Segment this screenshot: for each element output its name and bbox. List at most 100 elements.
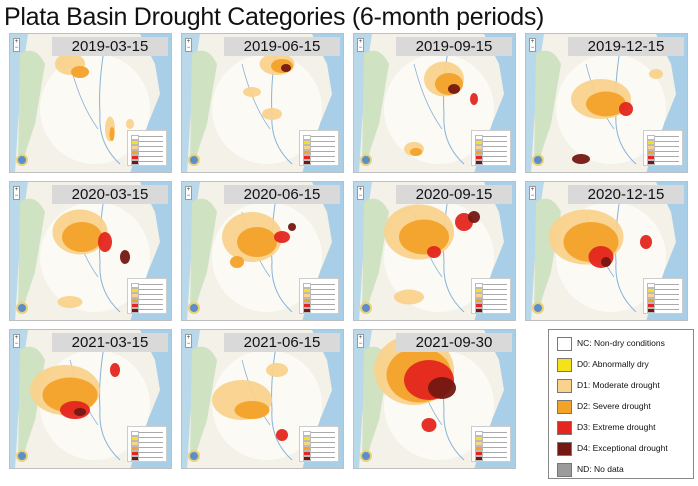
legend-swatch-nd <box>557 463 572 477</box>
zoom-out-icon[interactable]: − <box>186 341 191 347</box>
zoom-in-icon[interactable]: + <box>14 187 19 193</box>
zoom-out-icon[interactable]: − <box>14 193 19 199</box>
mini-legend-line <box>655 141 679 142</box>
map-panel: 2019-12-15 + − <box>525 33 688 173</box>
mini-legend-line <box>655 299 679 300</box>
mini-legend-swatch <box>303 288 311 293</box>
mini-legend-swatch <box>131 456 139 461</box>
mini-legend-swatch <box>475 298 483 303</box>
mini-legend-swatch <box>303 298 311 303</box>
zoom-in-icon[interactable]: + <box>14 39 19 45</box>
mini-legend-line <box>483 294 507 295</box>
mini-legend-swatch <box>303 293 311 298</box>
zoom-out-icon[interactable]: − <box>14 45 19 51</box>
mini-legend-swatch <box>647 150 655 155</box>
mini-legend-line <box>311 442 335 443</box>
mini-legend-swatch <box>303 308 311 313</box>
zoom-out-icon[interactable]: − <box>14 341 19 347</box>
mini-legend-swatch <box>303 456 311 461</box>
mini-legend <box>643 130 683 166</box>
zoom-in-icon[interactable]: + <box>358 187 363 193</box>
zoom-out-icon[interactable]: − <box>358 193 363 199</box>
zoom-control[interactable]: + − <box>185 334 192 348</box>
legend-item-d0: D0: Abnormally dry <box>557 358 693 372</box>
zoom-control[interactable]: + − <box>357 186 364 200</box>
mini-legend-line <box>311 284 335 285</box>
zoom-control[interactable]: + − <box>13 334 20 348</box>
mini-legend <box>127 278 167 314</box>
zoom-out-icon[interactable]: − <box>186 193 191 199</box>
legend-swatch-d1 <box>557 379 572 393</box>
mini-legend-swatch <box>475 140 483 145</box>
mini-legend-line <box>483 151 507 152</box>
mini-legend-swatch <box>475 283 483 288</box>
panel-date-label: 2019-03-15 <box>52 37 168 56</box>
basin-map <box>182 330 343 468</box>
zoom-out-icon[interactable]: − <box>358 45 363 51</box>
basin-map <box>354 34 515 172</box>
legend-swatch-nc <box>557 337 572 351</box>
mini-legend-line <box>483 161 507 162</box>
mini-legend-swatch <box>303 135 311 140</box>
mini-legend-swatch <box>647 160 655 165</box>
zoom-in-icon[interactable]: + <box>186 187 191 193</box>
panel-date-label: 2021-06-15 <box>224 333 340 352</box>
mini-legend-line <box>139 309 163 310</box>
logo-icon <box>532 154 544 166</box>
legend-item-nc: NC: Non-dry conditions <box>557 337 693 351</box>
zoom-in-icon[interactable]: + <box>358 39 363 45</box>
panel-date-label: 2019-09-15 <box>396 37 512 56</box>
mini-legend-swatch <box>475 155 483 160</box>
zoom-out-icon[interactable]: − <box>358 341 363 347</box>
mini-legend <box>471 278 511 314</box>
mini-legend-line <box>311 151 335 152</box>
logo-icon <box>16 302 28 314</box>
zoom-control[interactable]: + − <box>357 334 364 348</box>
mini-legend-line <box>311 452 335 453</box>
zoom-control[interactable]: + − <box>185 38 192 52</box>
mini-legend <box>471 426 511 462</box>
mini-legend-swatch <box>131 436 139 441</box>
mini-legend-line <box>311 161 335 162</box>
zoom-in-icon[interactable]: + <box>186 335 191 341</box>
mini-legend-line <box>311 136 335 137</box>
mini-legend-line <box>483 437 507 438</box>
mini-legend-swatch <box>303 283 311 288</box>
mini-legend-swatch <box>647 308 655 313</box>
mini-legend-line <box>139 161 163 162</box>
map-panel: 2019-09-15 + − <box>353 33 516 173</box>
zoom-in-icon[interactable]: + <box>530 39 535 45</box>
mini-legend-swatch <box>647 293 655 298</box>
zoom-control[interactable]: + − <box>529 38 536 52</box>
basin-map <box>182 182 343 320</box>
map-panel: 2021-09-30 + − <box>353 329 516 469</box>
zoom-control[interactable]: + − <box>529 186 536 200</box>
mini-legend-line <box>311 432 335 433</box>
mini-legend-swatch <box>131 298 139 303</box>
zoom-control[interactable]: + − <box>185 186 192 200</box>
zoom-in-icon[interactable]: + <box>358 335 363 341</box>
mini-legend <box>127 130 167 166</box>
mini-legend-swatch <box>131 303 139 308</box>
mini-legend-swatch <box>475 451 483 456</box>
zoom-out-icon[interactable]: − <box>530 193 535 199</box>
mini-legend-line <box>139 447 163 448</box>
zoom-control[interactable]: + − <box>357 38 364 52</box>
panel-date-label: 2020-09-15 <box>396 185 512 204</box>
zoom-control[interactable]: + − <box>13 186 20 200</box>
zoom-in-icon[interactable]: + <box>14 335 19 341</box>
zoom-in-icon[interactable]: + <box>186 39 191 45</box>
logo-icon <box>16 154 28 166</box>
zoom-out-icon[interactable]: − <box>186 45 191 51</box>
mini-legend-line <box>311 156 335 157</box>
mini-legend-line <box>311 437 335 438</box>
mini-legend-line <box>483 284 507 285</box>
zoom-out-icon[interactable]: − <box>530 45 535 51</box>
mini-legend-line <box>655 146 679 147</box>
zoom-in-icon[interactable]: + <box>530 187 535 193</box>
zoom-control[interactable]: + − <box>13 38 20 52</box>
mini-legend-line <box>655 289 679 290</box>
mini-legend-line <box>655 161 679 162</box>
panel-date-label: 2020-06-15 <box>224 185 340 204</box>
mini-legend-line <box>483 299 507 300</box>
